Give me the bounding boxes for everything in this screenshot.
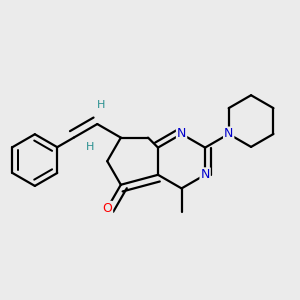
Text: N: N	[200, 168, 210, 181]
Text: N: N	[224, 128, 233, 140]
Text: H: H	[86, 142, 94, 152]
Text: N: N	[177, 128, 186, 140]
Text: H: H	[96, 100, 105, 110]
Text: O: O	[102, 202, 112, 215]
